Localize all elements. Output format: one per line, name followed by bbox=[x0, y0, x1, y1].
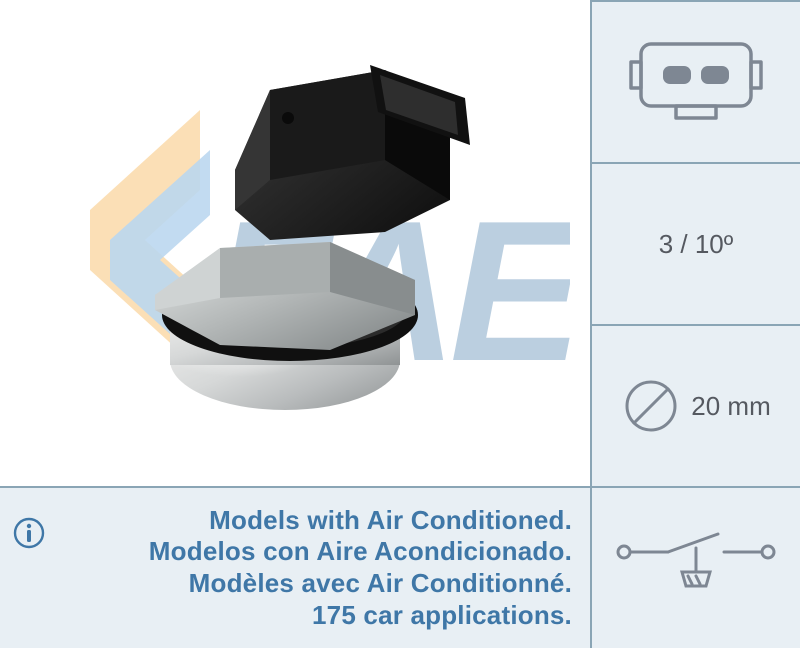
diameter-icon bbox=[621, 376, 681, 436]
spec-temperature-label: 3 / 10º bbox=[659, 229, 734, 260]
spec-switch bbox=[590, 486, 800, 648]
spec-diameter: 20 mm bbox=[590, 324, 800, 486]
info-line-4: 175 car applications. bbox=[62, 600, 572, 632]
product-photo bbox=[110, 40, 530, 460]
info-text: Models with Air Conditioned. Modelos con… bbox=[62, 505, 572, 632]
switch-symbol-icon bbox=[606, 528, 786, 608]
info-line-1: Models with Air Conditioned. bbox=[62, 505, 572, 537]
spec-temperature: 3 / 10º bbox=[590, 162, 800, 324]
info-panel: Models with Air Conditioned. Modelos con… bbox=[0, 486, 590, 648]
product-area: FAE bbox=[0, 0, 590, 648]
spec-diameter-value: 20 mm bbox=[691, 391, 770, 422]
spec-connector bbox=[590, 0, 800, 162]
info-icon bbox=[12, 516, 46, 550]
connector-icon bbox=[621, 22, 771, 142]
info-line-2: Modelos con Aire Acondicionado. bbox=[62, 536, 572, 568]
info-line-3: Modèles avec Air Conditionné. bbox=[62, 568, 572, 600]
